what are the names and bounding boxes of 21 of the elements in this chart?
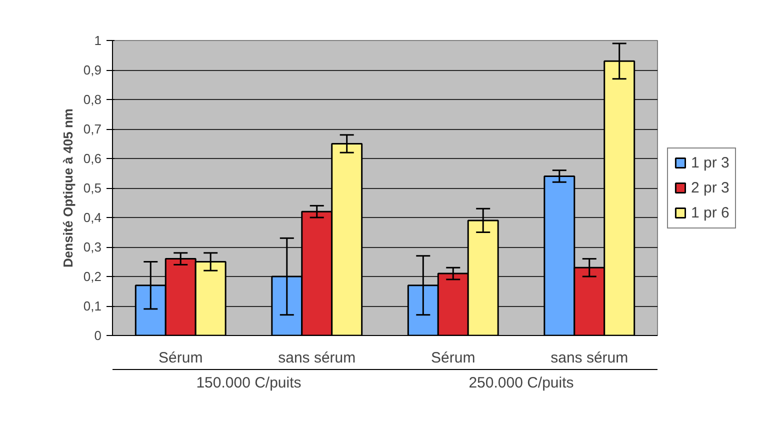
y-tick-label: 0,4 [83,210,102,225]
y-tick-label: 0,1 [83,298,102,314]
y-tick-label: 0,6 [83,151,102,166]
x-tick-label: sans sérum [550,350,628,366]
x-tick-label: Sérum [158,350,203,366]
y-tick-label: 0,2 [83,269,102,284]
y-tick-label: 0,3 [83,240,102,254]
y-tick-label: 1 [94,33,102,48]
y-tick-label: 0,5 [83,180,102,196]
y-axis-title: Densité Optique à 405 nm [60,108,76,268]
y-tick-label: 0,7 [83,122,102,136]
x-tick-label: sans sérum [278,350,356,366]
x-tick-label: Sérum [431,350,476,366]
y-tick-label: 0,8 [83,92,102,107]
y-tick-label: 0,9 [83,62,102,78]
text: 150.000 C/puits [196,374,302,392]
legend-label: 1 pr 3 [691,154,730,171]
y-tick-label: 0 [94,328,102,343]
legend-label: 2 pr 3 [691,179,730,196]
legend-label: 1 pr 6 [691,204,730,221]
text: 250.000 C/puits [468,374,574,392]
